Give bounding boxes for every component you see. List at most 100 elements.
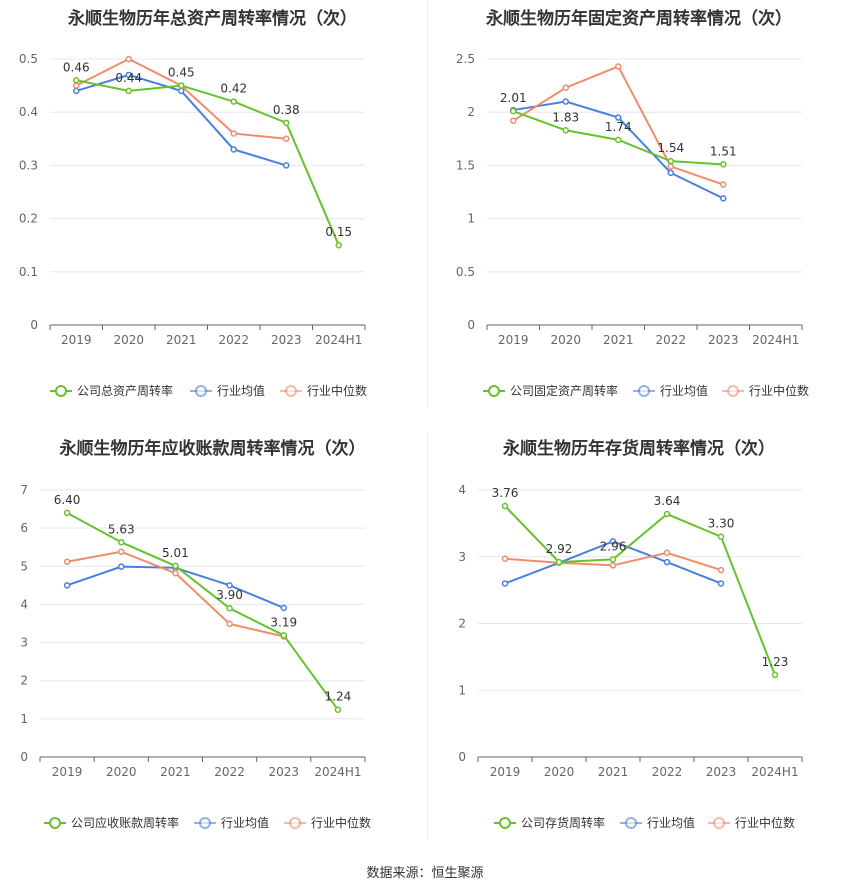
- y-tick-label: 2: [467, 105, 475, 119]
- data-point-company: [125, 87, 132, 95]
- legend-item-median: 行业中位数: [708, 815, 795, 830]
- y-tick-label: 0.3: [19, 158, 38, 172]
- data-point-company: [73, 77, 80, 84]
- chart-svg: 0 1 2 3 4 5 6 7 2019 2020 2021 2022 2023 2024H1 6.40 5.…: [20, 483, 371, 830]
- data-label: 5.63: [108, 522, 135, 536]
- legend-marker: [55, 385, 67, 397]
- legend-item-avg: 行业均值: [633, 383, 708, 398]
- y-tick-label: 7: [20, 483, 28, 497]
- data-point-median: [510, 117, 517, 124]
- legend-item-median: 行业中位数: [280, 383, 367, 398]
- data-point-median: [125, 55, 132, 63]
- legend-marker: [713, 817, 725, 829]
- data-point-median: [609, 562, 617, 569]
- data-label: 1.24: [325, 690, 352, 704]
- data-label: 1.23: [762, 655, 789, 669]
- data-source-note: 数据来源：恒生聚源: [366, 866, 484, 881]
- chart-total-asset-turnover: 永顺生物历年总资产周转率情况（次） 0 0.1 0.2 0.3 0.4 0.5 2019 20…: [0, 0, 425, 410]
- data-label: 2.96: [600, 539, 627, 553]
- y-tick-label: 0.5: [19, 52, 38, 66]
- x-tick-label: 2021: [598, 765, 629, 779]
- y-tick-label: 1: [20, 712, 28, 726]
- series-line-company: [66, 512, 339, 711]
- legend-marker: [638, 385, 650, 397]
- panel-divider-top: [427, 0, 428, 408]
- data-point-avg: [63, 582, 71, 589]
- data-point-company: [663, 510, 671, 518]
- data-point-company: [555, 558, 563, 566]
- data-point-company: [280, 632, 287, 639]
- legend-label: 公司固定资产周转率: [510, 383, 618, 398]
- legend-item-company: 公司总资产周转率: [50, 383, 173, 398]
- legend-label: 行业中位数: [307, 383, 367, 398]
- legend-item-company: 公司存货周转率: [494, 815, 605, 830]
- legend-label: 公司存货周转率: [521, 815, 605, 830]
- data-label: 0.44: [115, 71, 142, 85]
- y-tick-label: 0: [458, 750, 466, 764]
- data-point-median: [667, 163, 674, 170]
- y-tick-label: 2: [458, 617, 466, 631]
- panel-divider-bottom: [427, 432, 428, 840]
- data-point-median: [172, 569, 179, 577]
- chart-receivables-turnover: 永顺生物历年应收账款周转率情况（次） 0 1 2 3 4 5 6 7 2019 2020 2021 2…: [0, 430, 425, 850]
- data-label: 0.38: [273, 103, 300, 117]
- data-label: 5.01: [162, 546, 189, 560]
- legend-marker: [199, 817, 211, 829]
- y-tick-label: 0.5: [456, 265, 475, 279]
- data-point-median: [615, 63, 622, 70]
- x-tick-label: 2020: [113, 333, 144, 347]
- legend-marker: [727, 385, 739, 397]
- y-tick-label: 2: [20, 674, 28, 688]
- data-point-avg: [720, 195, 727, 202]
- data-point-median: [663, 549, 671, 556]
- data-point-avg: [226, 582, 233, 589]
- data-label: 3.76: [492, 486, 519, 500]
- data-point-company: [226, 604, 233, 612]
- data-point-avg: [178, 87, 185, 95]
- data-point-median: [63, 558, 71, 565]
- data-point-company: [771, 671, 779, 679]
- data-point-avg: [717, 580, 725, 587]
- legend-label: 行业均值: [647, 815, 695, 830]
- legend-item-avg: 行业均值: [620, 815, 695, 830]
- data-point-avg: [562, 98, 569, 105]
- data-label: 0.15: [325, 225, 352, 239]
- x-tick-label: 2021: [160, 765, 191, 779]
- data-point-avg: [280, 604, 287, 612]
- data-point-company: [720, 161, 727, 168]
- chart-svg: 0 0.1 0.2 0.3 0.4 0.5 2019 2020 2021 2022 2023 2024…: [19, 52, 367, 398]
- y-tick-label: 3: [20, 636, 28, 650]
- legend-label: 行业中位数: [311, 815, 371, 830]
- data-label: 3.90: [216, 588, 243, 602]
- data-point-avg: [609, 538, 617, 545]
- x-tick-label: 2019: [490, 765, 521, 779]
- y-tick-label: 1: [467, 212, 475, 226]
- data-point-median: [717, 566, 725, 574]
- legend-marker: [499, 817, 511, 829]
- x-tick-label: 2023: [271, 333, 302, 347]
- y-tick-label: 0.2: [19, 212, 38, 226]
- legend-item-avg: 行业均值: [190, 383, 265, 398]
- data-point-avg: [667, 169, 674, 177]
- legend-label: 公司总资产周转率: [77, 383, 173, 398]
- data-point-avg: [501, 580, 509, 587]
- data-label: 1.83: [552, 110, 579, 124]
- data-point-avg: [230, 146, 237, 153]
- x-tick-label: 2024H1: [315, 333, 362, 347]
- data-point-company: [609, 556, 617, 563]
- y-tick-label: 6: [20, 521, 28, 535]
- legend-marker: [289, 817, 301, 829]
- x-tick-label: 2022: [655, 333, 686, 347]
- x-tick-label: 2022: [652, 765, 683, 779]
- chart-title: 永顺生物历年存货周转率情况（次）: [503, 439, 775, 459]
- data-label: 6.40: [54, 493, 81, 507]
- data-point-avg: [615, 114, 622, 121]
- legend-label: 行业中位数: [735, 815, 795, 830]
- x-tick-label: 2024H1: [752, 333, 799, 347]
- y-tick-label: 3: [458, 550, 466, 564]
- chart-svg: 0 1 2 3 4 2019 2020 2021 2022 2023 2024H1 3.76 2.92 2…: [458, 483, 803, 830]
- x-tick-label: 2019: [52, 765, 83, 779]
- legend-marker: [285, 385, 297, 397]
- data-label: 3.19: [270, 615, 297, 629]
- data-point-company: [615, 136, 622, 144]
